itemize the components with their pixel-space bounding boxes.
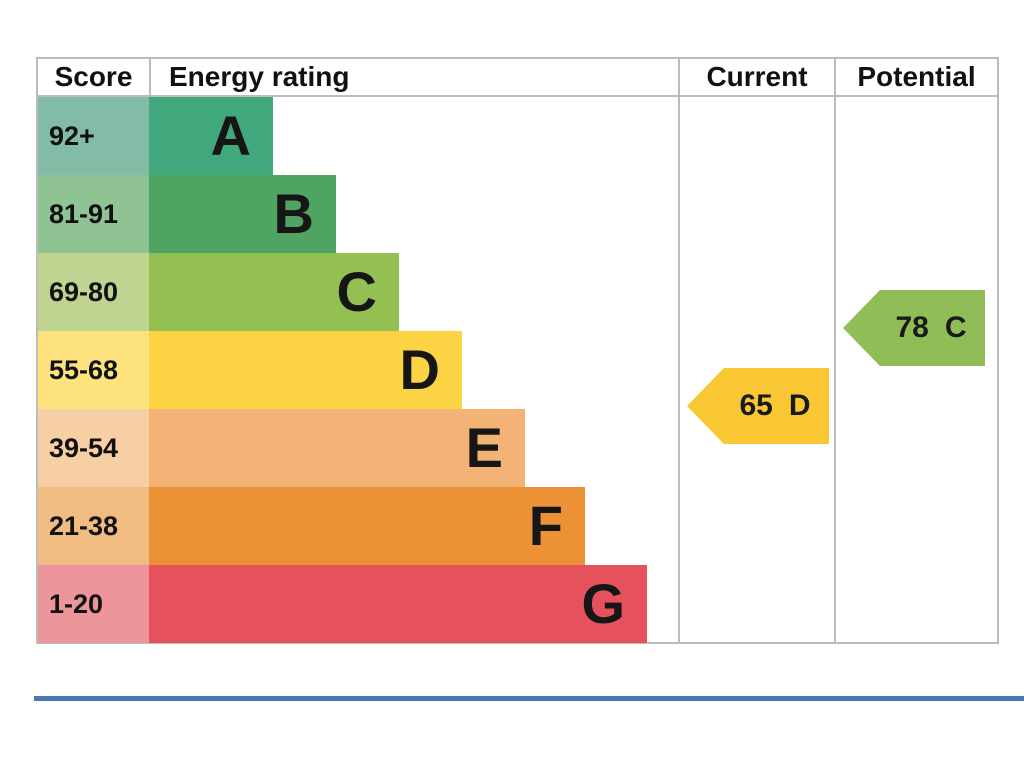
current-rating-letter: D	[788, 389, 811, 422]
band-row-b: 81-91 B	[38, 175, 997, 253]
band-bar-e: E	[149, 409, 525, 487]
band-bar-g: G	[149, 565, 647, 643]
current-score-value: 65	[739, 389, 773, 422]
band-letter: F	[528, 494, 563, 557]
header-potential: Potential	[857, 61, 976, 92]
bottom-divider-line	[34, 696, 1024, 701]
header-energy-rating: Energy rating	[169, 61, 350, 92]
band-bar-a: A	[149, 97, 273, 175]
column-divider-current	[678, 59, 680, 642]
table-header: Score Energy rating Current Potential	[38, 59, 997, 97]
score-range-cell: 39-54	[38, 409, 149, 487]
band-bar-d: D	[149, 331, 462, 409]
band-bar-c: C	[149, 253, 399, 331]
epc-rating-table: Score Energy rating Current Potential 92…	[36, 57, 999, 644]
score-range-cell: 92+	[38, 97, 149, 175]
header-score: Score	[54, 61, 133, 92]
band-bar-b: B	[149, 175, 336, 253]
score-range-cell: 21-38	[38, 487, 149, 565]
band-letter: A	[210, 104, 251, 167]
potential-score-value: 78	[895, 311, 929, 344]
score-range-cell: 69-80	[38, 253, 149, 331]
band-row-a: 92+ A	[38, 97, 997, 175]
header-current: Current	[706, 61, 808, 92]
score-range-cell: 81-91	[38, 175, 149, 253]
band-row-c: 69-80 C	[38, 253, 997, 331]
band-row-f: 21-38 F	[38, 487, 997, 565]
band-row-e: 39-54 E	[38, 409, 997, 487]
score-range-cell: 55-68	[38, 331, 149, 409]
potential-rating-letter: C	[944, 311, 967, 344]
band-letter: C	[336, 260, 377, 323]
column-divider-potential	[834, 59, 836, 642]
band-letter: D	[399, 338, 440, 401]
band-letter: G	[581, 572, 625, 635]
band-bar-f: F	[149, 487, 585, 565]
band-row-d: 55-68 D	[38, 331, 997, 409]
band-row-g: 1-20 G	[38, 565, 997, 643]
band-letter: E	[465, 416, 503, 479]
band-letter: B	[273, 182, 314, 245]
score-range-cell: 1-20	[38, 565, 149, 643]
